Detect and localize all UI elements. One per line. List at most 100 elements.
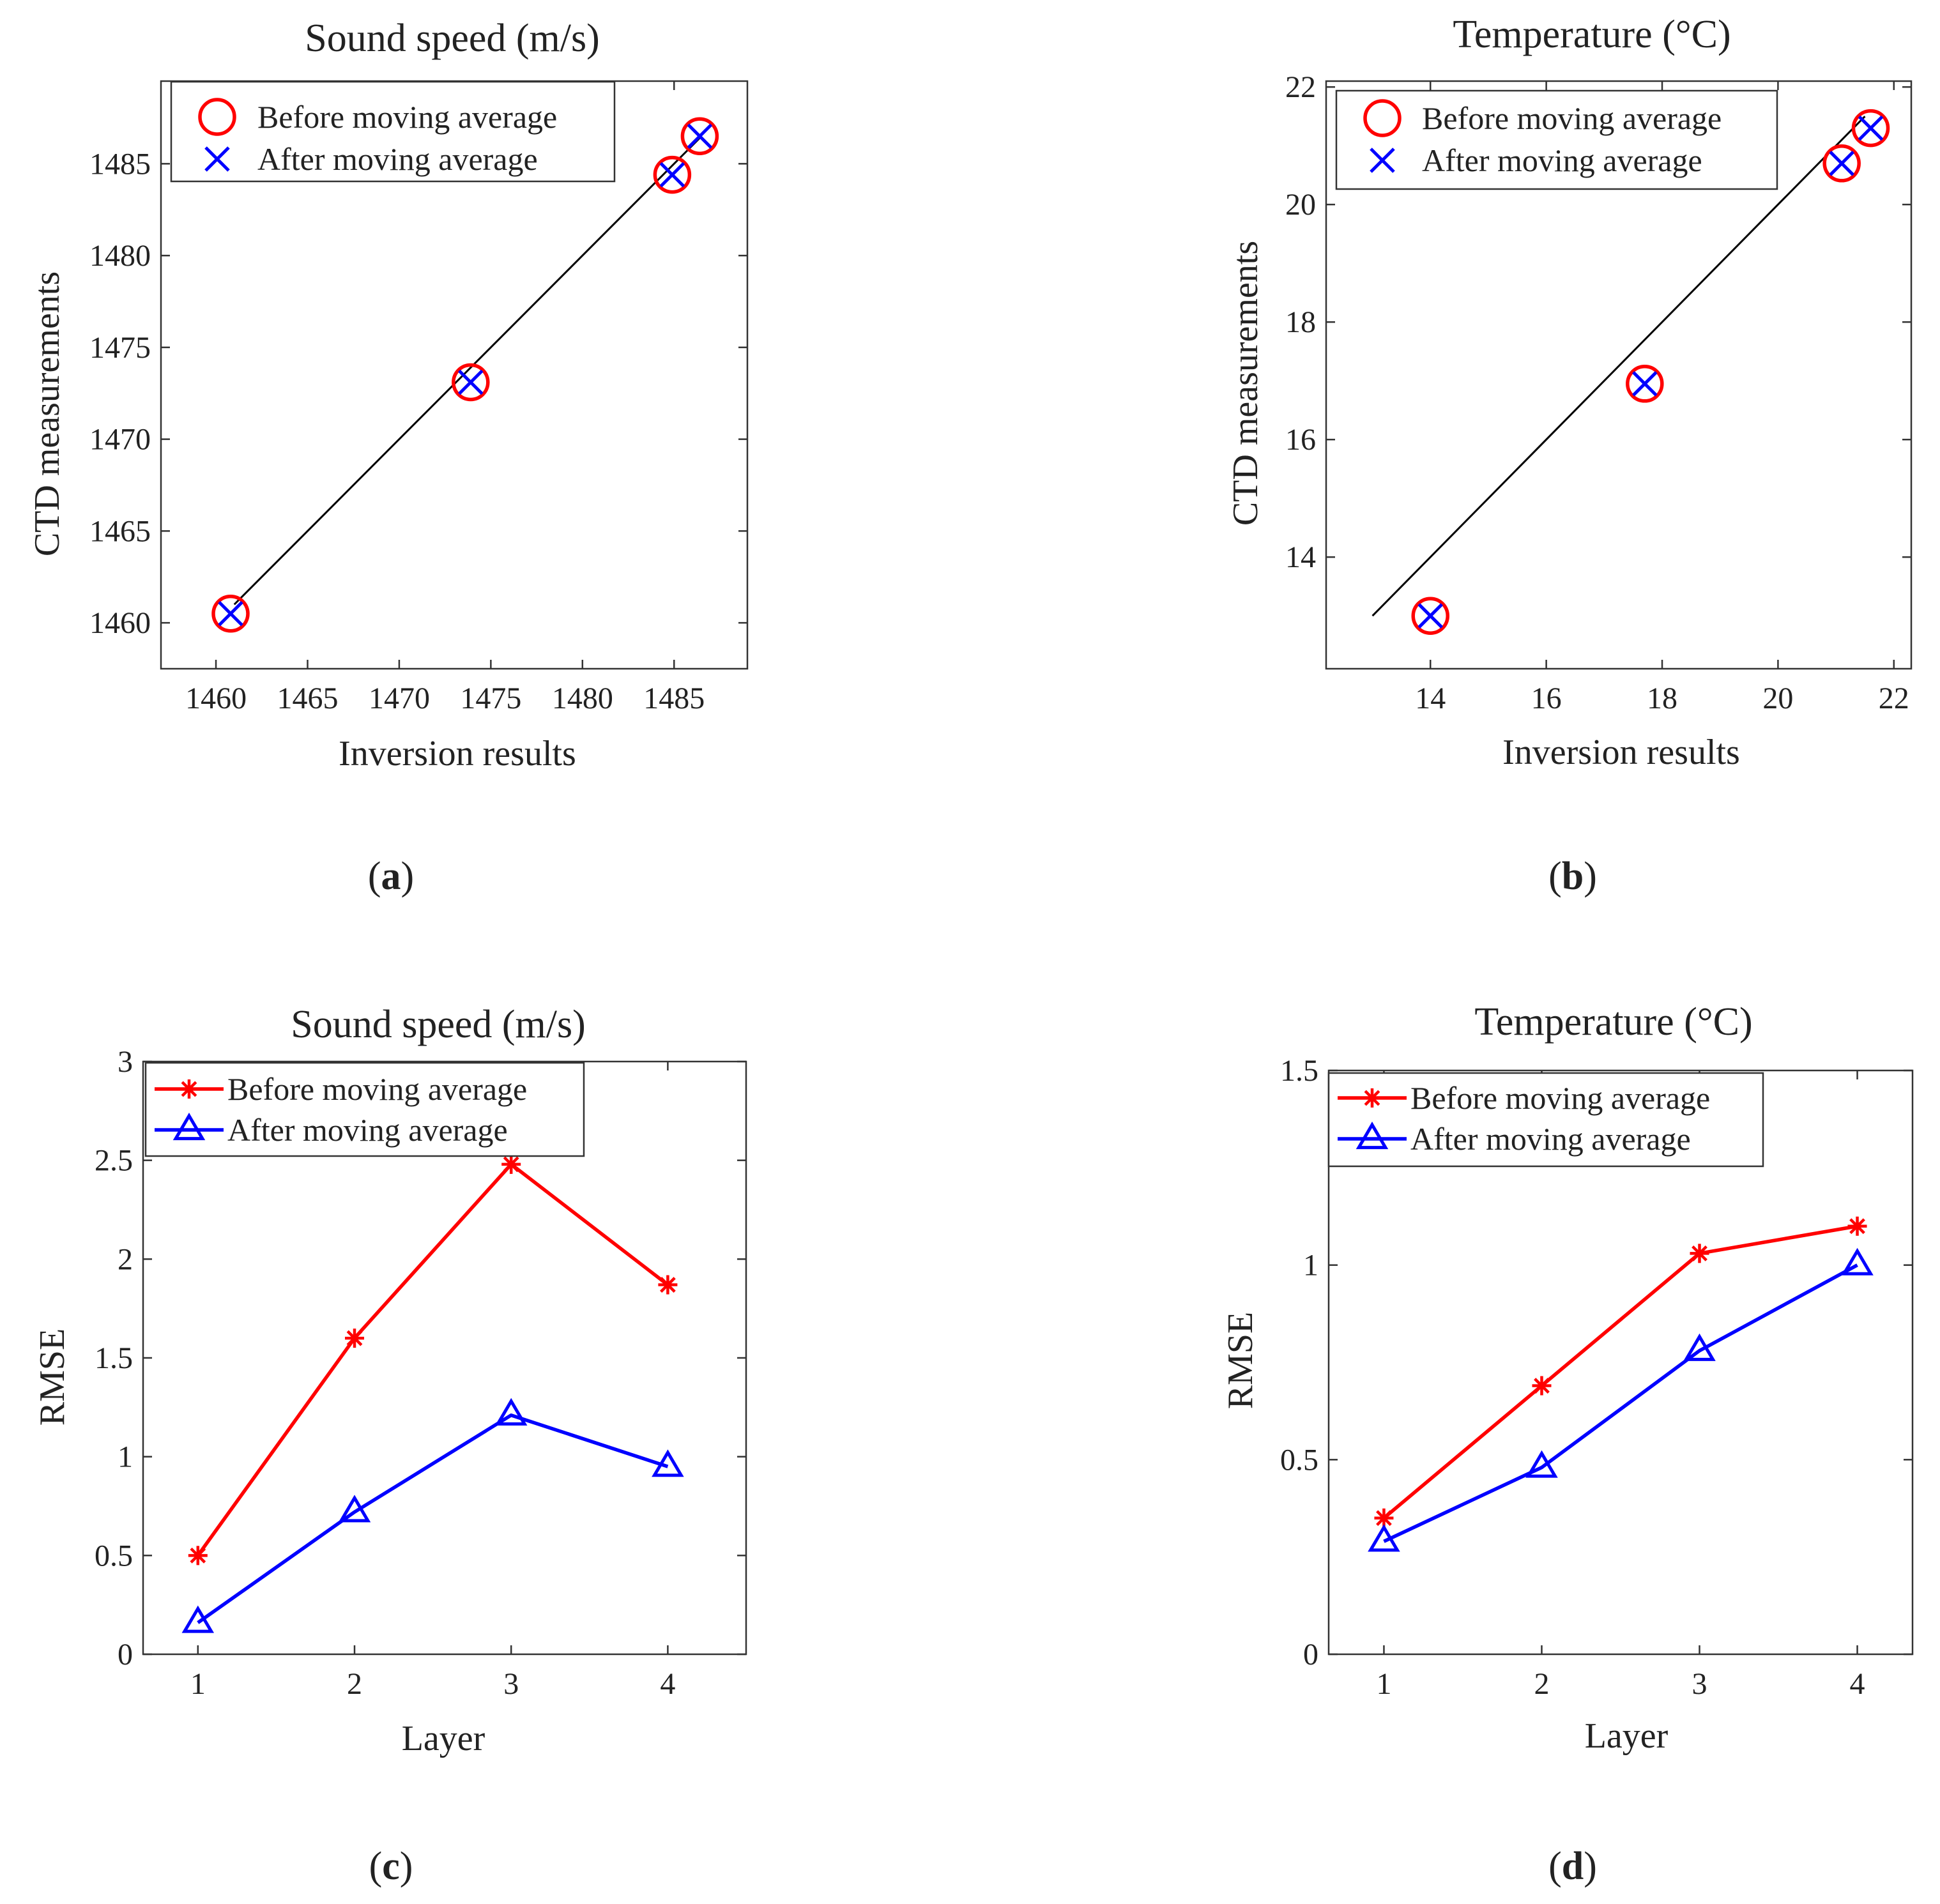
panel-b-before-point — [1626, 365, 1664, 403]
panel-d-before-point — [1374, 1508, 1394, 1528]
panel-b-ytick-label: 18 — [1285, 305, 1316, 339]
panel-c-after-point — [181, 1605, 215, 1633]
panel-d-after-point — [1525, 1450, 1558, 1478]
panel-d-ytick-label: 0 — [1303, 1638, 1318, 1672]
panel-d-before-line — [1382, 1224, 1858, 1519]
panel-c-legend-before-label: Before moving average — [227, 1071, 527, 1107]
panel-a-after-point — [458, 369, 484, 395]
panel-c-after-point — [652, 1449, 684, 1477]
panel-c-legend-marker — [179, 1079, 199, 1099]
panel-c-legend-box — [144, 1062, 585, 1157]
panel-b-after-point — [1858, 115, 1884, 141]
panel-d-before-point — [1532, 1376, 1552, 1396]
panel-a-before-point — [452, 363, 490, 402]
panel-b-legend: Before moving average After moving avera… — [1335, 89, 1778, 190]
panel-d: Temperature (°C) Layer RMSE 1 2 3 4 0 0.5 1 1.5… — [1221, 1000, 1914, 1888]
panel-c-ytick-label: 0.5 — [95, 1539, 133, 1573]
panel-a-reference-line — [233, 135, 703, 605]
panel-c-xtick-label: 2 — [347, 1667, 362, 1701]
panel-c-ytick-label: 0 — [118, 1638, 133, 1672]
panel-c-legend-before-symbol — [155, 1079, 224, 1099]
panel-a-legend-marker — [204, 146, 230, 172]
panel-d-legend-after-symbol — [1338, 1122, 1407, 1150]
panel-d-axes-frame — [1327, 1069, 1914, 1656]
panel-b-title: Temperature (°C) — [1453, 13, 1730, 56]
panel-a-xtick-label: 1485 — [643, 682, 705, 715]
panel-c-plot-area: 1 2 3 4 0 0.5 1 1.5 2 2.5 3 — [95, 1045, 747, 1701]
panel-c-xtick-label: 4 — [660, 1667, 675, 1701]
panel-b-caption: (b) — [1548, 855, 1597, 898]
panel-d-legend-marker — [1356, 1122, 1389, 1150]
panel-a-plot-area: 1460 1465 1470 1475 1480 1485 1460 1465 1470 1475… — [89, 80, 749, 715]
panel-c-ytick-label: 2 — [118, 1242, 133, 1276]
panel-b-ytick-label: 16 — [1285, 423, 1316, 457]
panel-a-xtick-label: 1465 — [277, 682, 339, 715]
panel-b-legend-after-symbol — [1370, 148, 1395, 173]
panel-c-legend: Before moving average After moving avera… — [144, 1062, 585, 1157]
panel-a-ytick-label: 1480 — [89, 239, 151, 273]
panel-c-ytick-label: 3 — [118, 1045, 133, 1079]
panel-d-before-point — [1690, 1244, 1709, 1263]
panel-b-after-point — [1417, 603, 1444, 628]
panel-a-before-point — [653, 155, 692, 194]
panel-c-before-point — [658, 1275, 678, 1295]
panel-b: Temperature (°C) Inversion results CTD m… — [1226, 13, 1913, 898]
panel-d-xtick-label: 4 — [1850, 1667, 1865, 1701]
panel-d-xtick-label: 1 — [1376, 1667, 1391, 1701]
panel-c-before-point — [501, 1154, 521, 1174]
panel-b-ytick-label: 14 — [1285, 540, 1316, 574]
panel-b-after-point — [1632, 371, 1658, 397]
panel-a-ylabel: CTD measurements — [27, 271, 67, 556]
panel-b-legend-marker — [1363, 99, 1402, 137]
panel-d-title: Temperature (°C) — [1474, 1000, 1752, 1044]
panel-c-xtick-label: 1 — [190, 1667, 206, 1701]
panel-d-after-point — [1368, 1524, 1400, 1552]
panel-d-after-point — [1841, 1247, 1874, 1276]
panel-c-ytick-label: 1.5 — [95, 1341, 133, 1375]
panel-d-after-line — [1383, 1263, 1858, 1543]
panel-c-legend-marker — [172, 1113, 206, 1141]
panel-a-after-point — [218, 600, 243, 627]
panel-d-ylabel: RMSE — [1221, 1312, 1260, 1410]
panel-a-legend-after-symbol — [204, 146, 230, 172]
panel-d-after-point — [1683, 1333, 1716, 1361]
panel-c-after-line — [197, 1413, 669, 1624]
panel-d-legend-marker — [1363, 1088, 1382, 1108]
panel-b-before-point — [1851, 109, 1890, 148]
panel-b-after-point — [1829, 151, 1854, 176]
panel-a-legend-marker — [198, 98, 236, 136]
panel-c-ytick-label: 1 — [118, 1440, 133, 1474]
panel-b-xtick-label: 16 — [1531, 682, 1562, 715]
panel-d-legend-box — [1327, 1072, 1764, 1168]
panel-d-ytick-label: 1 — [1303, 1249, 1318, 1283]
panel-b-ytick-label: 20 — [1285, 188, 1316, 222]
panel-c-caption: (c) — [369, 1845, 413, 1888]
panel-b-legend-box — [1335, 89, 1778, 190]
panel-d-legend: Before moving average After moving avera… — [1327, 1072, 1764, 1168]
panel-d-legend-after-label: After moving average — [1410, 1121, 1691, 1157]
panel-a-xtick-label: 1475 — [460, 682, 521, 715]
panel-a-legend-box — [170, 80, 616, 183]
panel-c-after-point — [494, 1398, 528, 1426]
panel-c-ytick-label: 2.5 — [95, 1144, 133, 1178]
panel-a-title: Sound speed (m/s) — [305, 17, 600, 60]
panel-c-legend-after-symbol — [155, 1113, 224, 1141]
panel-a-legend-before-label: Before moving average — [257, 99, 557, 135]
panel-c-before-point — [188, 1546, 208, 1565]
panel-d-ytick-label: 0.5 — [1280, 1443, 1318, 1477]
panel-a-before-point — [680, 117, 719, 155]
panel-a-xlabel: Inversion results — [339, 734, 576, 773]
panel-c-after-point — [338, 1495, 371, 1523]
panel-c-before-point — [345, 1329, 365, 1348]
panel-c-title: Sound speed (m/s) — [291, 1003, 586, 1046]
panel-d-before-point — [1847, 1216, 1867, 1236]
panel-b-axes-frame — [1325, 80, 1913, 670]
panel-b-ylabel: CTD measurements — [1226, 241, 1265, 526]
panel-d-xlabel: Layer — [1585, 1716, 1669, 1756]
panel-a-ytick-label: 1460 — [89, 606, 151, 640]
panel-a-legend: Before moving average After moving avera… — [170, 80, 616, 183]
panel-a-xtick-label: 1480 — [552, 682, 613, 715]
panel-b-xtick-label: 18 — [1647, 682, 1677, 715]
panel-b-caption-letter: b — [1562, 855, 1584, 898]
